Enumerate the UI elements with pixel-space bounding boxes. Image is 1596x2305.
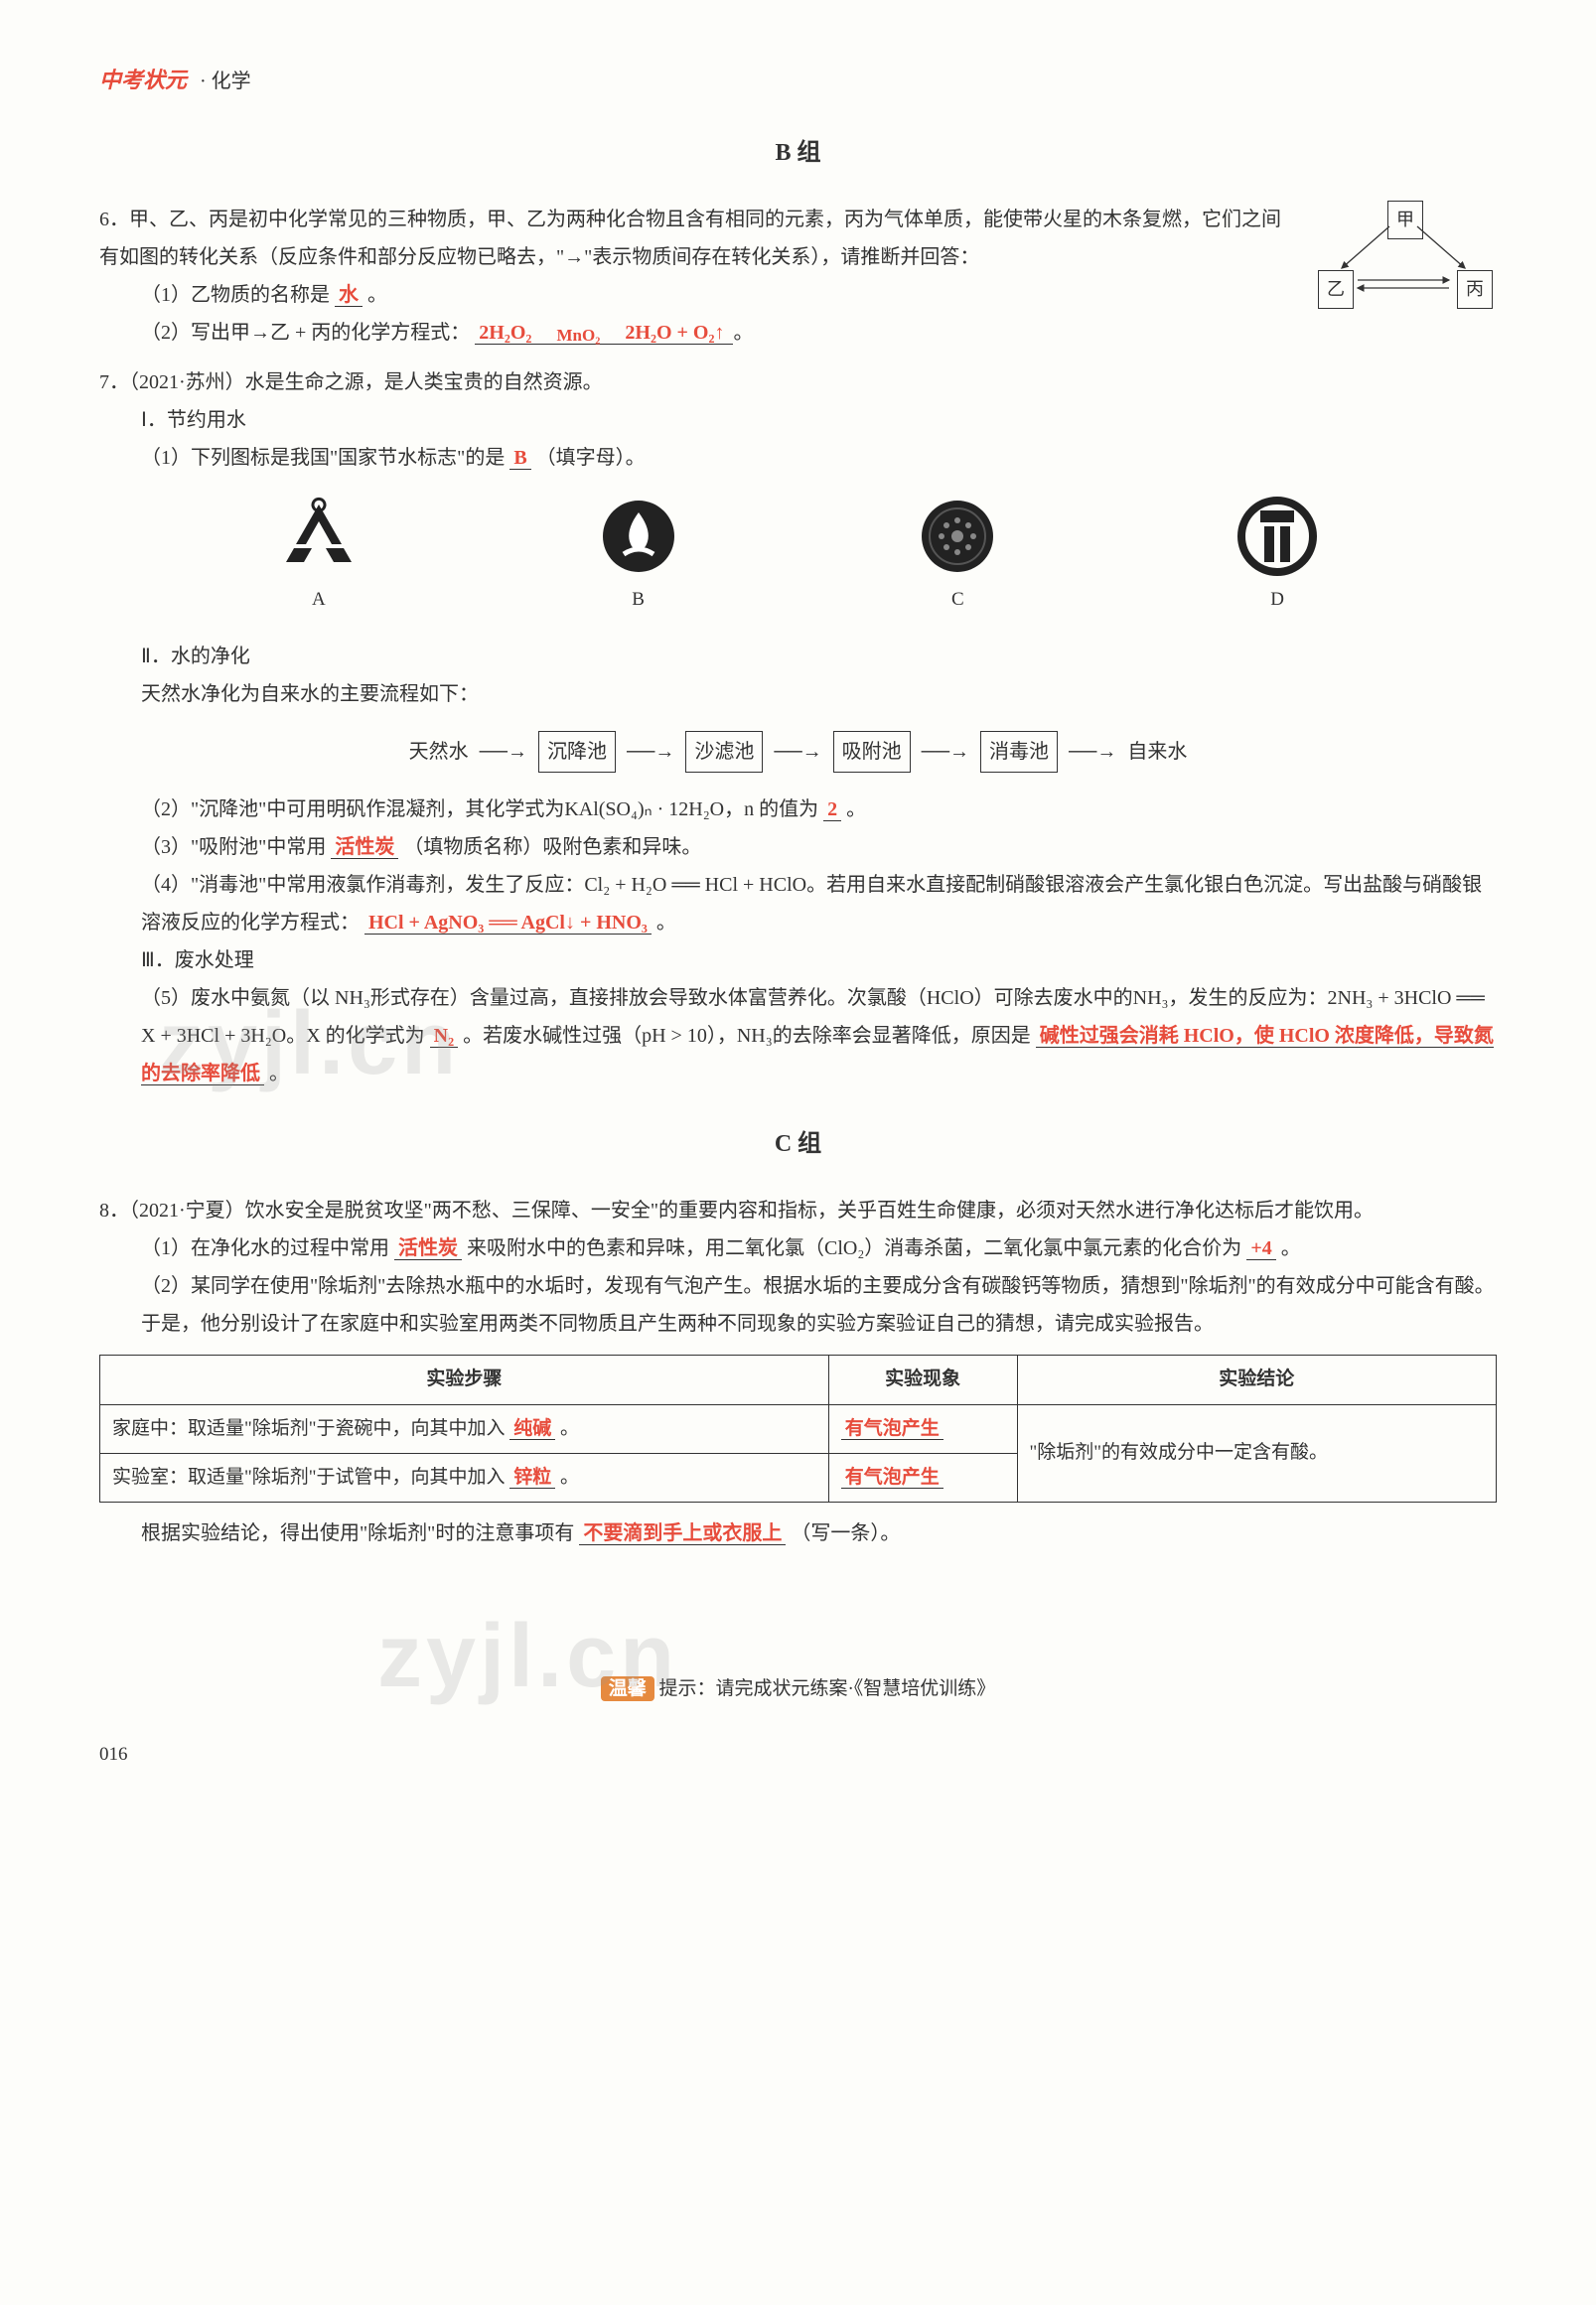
flow-box-2: 沙滤池 bbox=[685, 731, 763, 773]
icon-a-label: A bbox=[274, 582, 363, 618]
q8-stem: 饮水安全是脱贫攻坚"两不愁、三保障、一安全"的重要内容和指标，关乎百姓生命健康，… bbox=[245, 1200, 1374, 1222]
icon-d-label: D bbox=[1233, 582, 1322, 618]
q7-s3-heading: Ⅲ．废水处理 bbox=[99, 941, 1497, 979]
flow-box-3: 吸附池 bbox=[833, 731, 911, 773]
q7-item3-label: （3）"吸附池"中常用 bbox=[141, 836, 326, 858]
q8-source: （2021·宁夏） bbox=[129, 1200, 245, 1222]
q6-part2-label: （2）写出甲→乙 + 丙的化学方程式： bbox=[141, 322, 470, 344]
q7-item4-suffix: 。 bbox=[656, 912, 676, 934]
r2-step-suffix: 。 bbox=[560, 1467, 579, 1488]
icon-a: A bbox=[274, 497, 363, 618]
q8-num: 8． bbox=[99, 1200, 129, 1222]
r1-step-prefix: 家庭中：取适量"除垢剂"于瓷碗中，向其中加入 bbox=[112, 1418, 506, 1439]
flow-box-1: 沉降池 bbox=[538, 731, 616, 773]
q8-item3-suffix: （写一条）。 bbox=[791, 1522, 900, 1544]
watermark-2: zyjl.cn bbox=[377, 1572, 678, 1742]
q7-source: （2021·苏州） bbox=[129, 371, 245, 393]
q6-part1-suffix: 。 bbox=[367, 284, 387, 306]
q8-exp-table: 实验步骤 实验现象 实验结论 家庭中：取适量"除垢剂"于瓷碗中，向其中加入 纯碱… bbox=[99, 1355, 1497, 1502]
question-7: 7．（2021·苏州）水是生命之源，是人类宝贵的自然资源。 Ⅰ．节约用水 （1）… bbox=[99, 363, 1497, 1092]
q7-s2-heading: Ⅱ．水的净化 bbox=[99, 638, 1497, 675]
question-6: 甲 乙 丙 6．甲、乙、丙是初中化学常见的三种物质，甲、乙为两种化合物且含有相同… bbox=[99, 201, 1497, 353]
page-number: 016 bbox=[99, 1737, 1497, 1773]
brand-text: 中考状元 bbox=[99, 68, 187, 92]
icon-b: B bbox=[594, 497, 683, 618]
q6-num: 6． bbox=[99, 209, 129, 230]
q8-item2-text: （2）某同学在使用"除垢剂"去除热水瓶中的水垢时，发现有气泡产生。根据水垢的主要… bbox=[99, 1267, 1497, 1343]
tip-box: 温馨 bbox=[601, 1676, 654, 1701]
q8-item3-ans: 不要滴到手上或衣服上 bbox=[579, 1522, 786, 1545]
tip-text: 提示：请完成状元练案·《智慧培优训练》 bbox=[658, 1678, 995, 1699]
tri-arrows bbox=[1318, 201, 1497, 310]
page-header: 中考状元 · 化学 bbox=[99, 60, 1497, 101]
q6-eq-left: 2H₂O₂ bbox=[479, 322, 531, 344]
r1-phenom: 有气泡产生 bbox=[841, 1418, 943, 1440]
q7-s1-heading: Ⅰ．节约用水 bbox=[99, 401, 1497, 439]
r2-step-ans: 锌粒 bbox=[509, 1467, 555, 1489]
conclusion-cell: "除垢剂"的有效成分中一定含有酸。 bbox=[1017, 1404, 1497, 1502]
q7-item2-answer: 2 bbox=[823, 798, 841, 821]
section-c-heading: C 组 bbox=[99, 1122, 1497, 1168]
q7-stem: 水是生命之源，是人类宝贵的自然资源。 bbox=[245, 371, 603, 393]
q7-item2-suffix: 。 bbox=[846, 798, 866, 820]
q7-flow: 天然水 ──→ 沉降池 ──→ 沙滤池 ──→ 吸附池 ──→ 消毒池 ──→ … bbox=[99, 731, 1497, 773]
table-row: 家庭中：取适量"除垢剂"于瓷碗中，向其中加入 纯碱 。 有气泡产生 "除垢剂"的… bbox=[100, 1404, 1497, 1453]
q7-item4-text: （4）"消毒池"中常用液氯作消毒剂，发生了反应：Cl₂ + H₂O ══ HCl… bbox=[141, 874, 1482, 934]
icon-c-label: C bbox=[913, 582, 1002, 618]
flow-start: 天然水 bbox=[409, 741, 469, 763]
question-8: 8．（2021·宁夏）饮水安全是脱贫攻坚"两不愁、三保障、一安全"的重要内容和指… bbox=[99, 1192, 1497, 1551]
th-phenom: 实验现象 bbox=[828, 1356, 1017, 1404]
flow-end: 自来水 bbox=[1127, 741, 1187, 763]
subject-text: · 化学 bbox=[200, 71, 251, 92]
table-row: 实验步骤 实验现象 实验结论 bbox=[100, 1356, 1497, 1404]
r1-step-ans: 纯碱 bbox=[509, 1418, 555, 1440]
q7-icon-row: A B C D bbox=[159, 497, 1437, 618]
q7-item5-answer: N₂ bbox=[430, 1025, 458, 1048]
q7-item3-answer: 活性炭 bbox=[331, 836, 398, 859]
q7-item4-answer: HCl + AgNO₃ ══ AgCl↓ + HNO₃ bbox=[364, 912, 652, 935]
th-steps: 实验步骤 bbox=[100, 1356, 829, 1404]
icon-d: D bbox=[1233, 497, 1322, 618]
flow-box-4: 消毒池 bbox=[980, 731, 1058, 773]
q8-item3-prefix: 根据实验结论，得出使用"除垢剂"时的注意事项有 bbox=[141, 1522, 574, 1544]
q6-part1-answer: 水 bbox=[335, 284, 363, 307]
q6-stem: 甲、乙、丙是初中化学常见的三种物质，甲、乙为两种化合物且含有相同的元素，丙为气体… bbox=[99, 209, 1281, 268]
r2-step-prefix: 实验室：取适量"除垢剂"于试管中，向其中加入 bbox=[112, 1467, 506, 1488]
q6-part1-label: （1）乙物质的名称是 bbox=[141, 284, 330, 306]
q6-eq-cond: MnO₂ bbox=[556, 326, 600, 345]
q7-item1-answer: B bbox=[509, 447, 530, 470]
q8-item1-suffix: 。 bbox=[1281, 1237, 1301, 1259]
th-conclusion: 实验结论 bbox=[1017, 1356, 1497, 1404]
q7-item3-suffix: （填物质名称）吸附色素和异味。 bbox=[403, 836, 701, 858]
energy-icon bbox=[1233, 497, 1322, 576]
recycle-icon bbox=[274, 497, 363, 576]
q7-item5-suffix: 。 bbox=[269, 1063, 289, 1084]
icon-c: C bbox=[913, 497, 1002, 618]
icon-b-label: B bbox=[594, 582, 683, 618]
q7-num: 7． bbox=[99, 371, 129, 393]
r2-phenom: 有气泡产生 bbox=[841, 1467, 943, 1489]
q8-item1-a: （1）在净化水的过程中常用 bbox=[141, 1237, 389, 1259]
q6-triangle-diagram: 甲 乙 丙 bbox=[1318, 201, 1497, 330]
r1-step-suffix: 。 bbox=[560, 1418, 579, 1439]
q7-item1-suffix: （填字母）。 bbox=[536, 447, 646, 469]
q8-item1-b: 来吸附水中的色素和异味，用二氧化氯（ClO₂）消毒杀菌，二氧化氯中氯元素的化合价… bbox=[467, 1237, 1241, 1259]
q7-item2-label: （2）"沉降池"中可用明矾作混凝剂，其化学式为KAl(SO₄)ₙ · 12H₂O… bbox=[141, 798, 818, 820]
water-save-icon bbox=[594, 497, 683, 576]
q6-part2-suffix: 。 bbox=[733, 322, 753, 344]
env-seal-icon bbox=[913, 497, 1002, 576]
q7-item5-mid: 。若废水碱性过强（pH > 10），NH₃的去除率会显著降低，原因是 bbox=[463, 1025, 1031, 1047]
page-footer: zyjl.cn 温馨 提示：请完成状元练案·《智慧培优训练》 016 bbox=[99, 1671, 1497, 1773]
section-b-heading: B 组 bbox=[99, 131, 1497, 177]
q7-s2-text: 天然水净化为自来水的主要流程如下： bbox=[99, 675, 1497, 713]
q7-item1-label: （1）下列图标是我国"国家节水标志"的是 bbox=[141, 447, 505, 469]
q8-item1-ans2: +4 bbox=[1246, 1237, 1275, 1260]
q8-item1-ans1: 活性炭 bbox=[394, 1237, 462, 1260]
q6-eq-right: 2H₂O + O₂↑ bbox=[625, 322, 724, 344]
